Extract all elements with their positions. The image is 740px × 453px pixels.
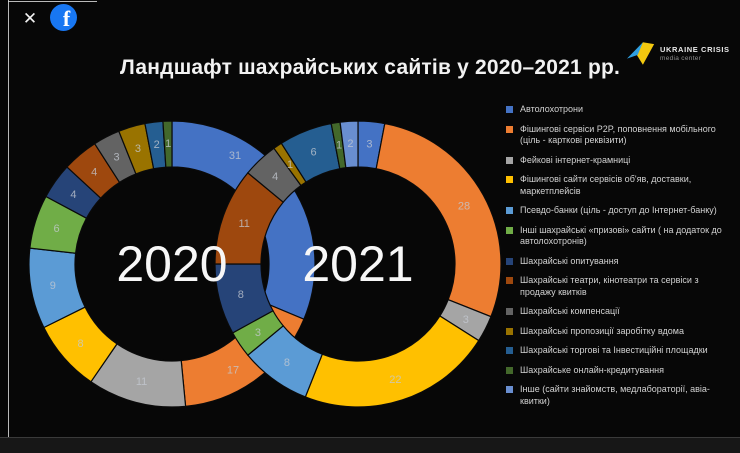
legend-swatch-icon [506,386,513,393]
legend-item: Псевдо-банки (ціль - доступ до Інтернет-… [506,205,736,217]
legend-label: Інше (сайти знайомств, медлабораторії, а… [520,384,710,406]
legend-label: Автолохотрони [520,104,584,114]
legend-item: Інші шахрайські «призові» сайти ( на дод… [506,225,736,248]
legend-swatch-icon [506,106,513,113]
legend-label: Фейкові інтернет-крамниці [520,154,631,165]
legend-item: Шахрайські торгові та Інвестиційні площа… [506,345,736,357]
value-label: 4 [70,189,76,201]
value-label: 8 [238,289,244,301]
value-label: 1 [287,159,293,171]
value-label: 28 [458,201,470,213]
legend-label: Псевдо-банки (ціль - доступ до Інтернет-… [520,205,717,215]
chart-legend: Автолохотрони Фішингові сервіси P2P, попо… [506,104,736,407]
legend-label: Шахрайські пропозиції заробітку вдома [520,325,684,336]
value-label: 6 [53,223,59,235]
legend-swatch-icon [506,226,513,234]
legend-swatch-icon [506,176,513,183]
ucmc-flag-icon [626,42,655,65]
ucmc-logo-line1: UKRAINE CRISIS [660,45,730,54]
legend-swatch-icon [506,327,513,335]
donut-segment [375,122,502,318]
value-label: 11 [136,376,147,388]
legend-label: Шахрайські торгові та Інвестиційні площа… [520,345,708,355]
legend-label: Шахрайські театри, кінотеатри та сервіси… [520,275,699,297]
legend-item: Шахрайські театри, кінотеатри та сервіси… [506,275,736,298]
legend-item: Автолохотрони [506,104,736,116]
photo-top-edge [8,1,97,2]
value-label: 2 [154,139,160,151]
legend-label: Інші шахрайські «призові» сайти ( на дод… [520,224,722,247]
legend-label: Фішингові сайти сервісів об'яв, доставки… [520,174,692,196]
facebook-f-glyph: f [62,6,71,31]
value-label: 11 [238,218,249,230]
value-label: 22 [389,374,401,386]
legend-swatch-icon [506,156,513,164]
donut-2021 [214,120,502,408]
donut-segment [162,120,173,168]
ucmc-logo-line2: media center [660,55,702,62]
year-label-2020: 2020 [116,236,227,292]
value-label: 31 [229,150,241,162]
legend-item: Шахрайські компенсації [506,306,736,318]
legend-item: Шахрайські опитування [506,256,736,268]
legend-swatch-icon [506,366,513,374]
value-label: 3 [135,143,141,155]
close-icon[interactable]: ✕ [19,8,41,30]
legend-swatch-icon [506,277,513,284]
photo-left-edge [8,0,9,437]
legend-item: Шахрайське онлайн-кредитування [506,365,736,377]
value-label: 3 [255,327,261,339]
value-label: 3 [463,314,469,326]
legend-swatch-icon [506,347,513,354]
legend-swatch-icon [506,308,513,315]
legend-item: Шахрайські пропозиції заробітку вдома [506,326,736,338]
value-label: 4 [272,171,278,183]
value-label: 4 [91,166,97,178]
donut-segment [339,120,359,169]
legend-swatch-icon [506,207,513,214]
facebook-logo-icon[interactable]: f [50,4,77,31]
legend-label: Шахрайське онлайн-кредитування [520,364,665,375]
value-label: 3 [366,139,372,151]
donut-segment [304,315,480,408]
legend-label: Шахрайські опитування [520,255,619,266]
value-label: 8 [78,338,84,350]
value-label: 2 [347,138,353,150]
ucmc-logo: UKRAINE CRISIS media center [626,40,730,67]
value-label: 1 [165,138,171,150]
legend-label: Шахрайські компенсації [520,306,620,316]
value-label: 3 [114,152,120,164]
value-label: 1 [336,140,342,152]
legend-item: Фішингові сайти сервісів об'яв, доставки… [506,174,736,197]
legend-item: Фейкові інтернет-крамниці [506,155,736,167]
value-label: 6 [310,147,316,159]
legend-swatch-icon [506,125,513,133]
viewer-bottom-bar [0,437,740,453]
legend-swatch-icon [506,257,513,265]
page-title: Ландшафт шахрайських сайтів у 2020–2021 … [119,56,621,79]
legend-item: Фішингові сервіси P2P, поповнення мобіль… [506,124,736,147]
legend-label: Фішингові сервіси P2P, поповнення мобіль… [520,123,716,146]
value-label: 17 [227,365,239,377]
value-label: 9 [50,280,56,292]
value-label: 8 [284,357,290,369]
year-label-2021: 2021 [302,236,413,292]
legend-item: Інше (сайти знайомств, медлабораторії, а… [506,384,736,407]
